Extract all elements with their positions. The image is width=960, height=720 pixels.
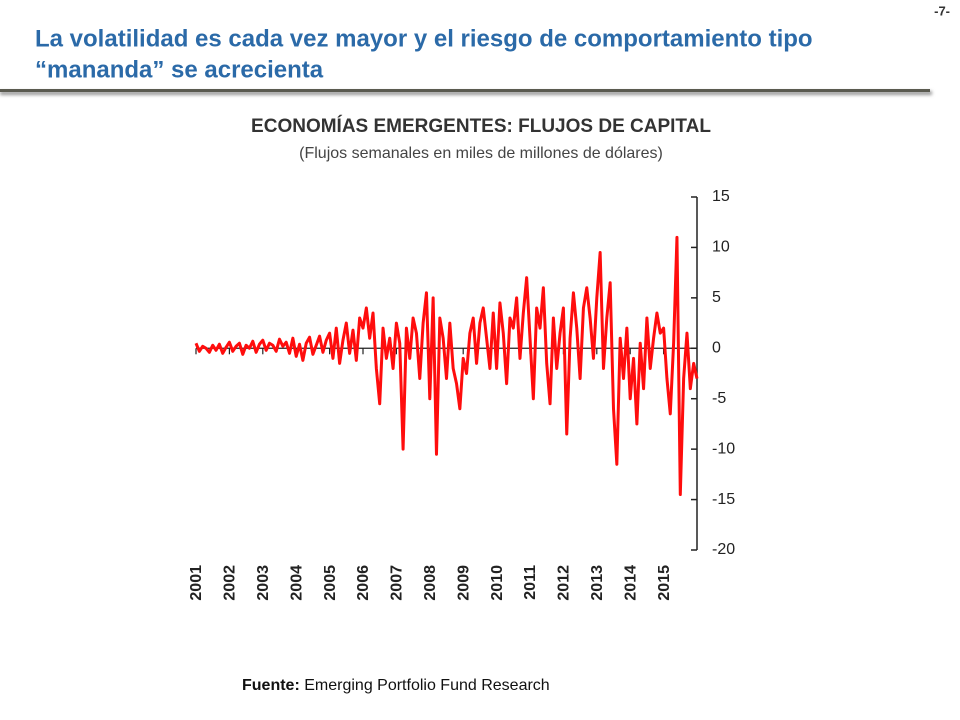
y-tick-label: -20 (712, 541, 735, 558)
y-tick-label: -5 (712, 390, 726, 407)
y-tick-label: 0 (712, 340, 721, 357)
x-tick-label: 2014 (622, 565, 639, 601)
x-tick-label: 2008 (422, 565, 439, 601)
x-tick-label: 2001 (188, 565, 205, 601)
source: Fuente: Emerging Portfolio Fund Research (242, 677, 550, 694)
chart-title: ECONOMÍAS EMERGENTES: FLUJOS DE CAPITAL (251, 115, 711, 137)
y-tick-label: 10 (712, 239, 730, 256)
x-tick-label: 2011 (522, 565, 539, 600)
title-rule-shadow (0, 91, 932, 95)
y-tick-label: 5 (712, 289, 721, 306)
y-tick-label: -10 (712, 440, 735, 457)
title-rule (0, 89, 930, 92)
source-label: Fuente: (242, 677, 300, 694)
x-tick-label: 2010 (489, 565, 506, 601)
x-tick-label: 2007 (389, 565, 406, 601)
series-line (194, 235, 699, 497)
y-tick-label: -15 (712, 491, 735, 508)
x-tick-label: 2003 (255, 565, 272, 601)
x-tick-label: 2015 (656, 565, 673, 601)
x-tick-label: 2002 (222, 565, 239, 601)
y-tick-label: 15 (712, 188, 730, 205)
x-tick-label: 2006 (355, 565, 372, 601)
slide-title: “mananda” se acrecienta (35, 56, 324, 83)
source-text: Emerging Portfolio Fund Research (304, 677, 549, 694)
x-tick-label: 2012 (556, 565, 573, 601)
x-tick-label: 2005 (322, 565, 339, 601)
plot: 15 10 5 0 -5 -10 -15 -20 2001 2002 2003 2004 2005 200… (188, 188, 735, 600)
slide-title: La volatilidad es cada vez mayor y el ri… (35, 25, 813, 52)
chart-subtitle: (Flujos semanales en miles de millones d… (299, 145, 663, 162)
x-tick-label: 2004 (288, 565, 305, 601)
x-tick-label: 2013 (589, 565, 606, 601)
x-tick-label: 2009 (455, 565, 472, 601)
page-number: -7- (934, 3, 950, 18)
